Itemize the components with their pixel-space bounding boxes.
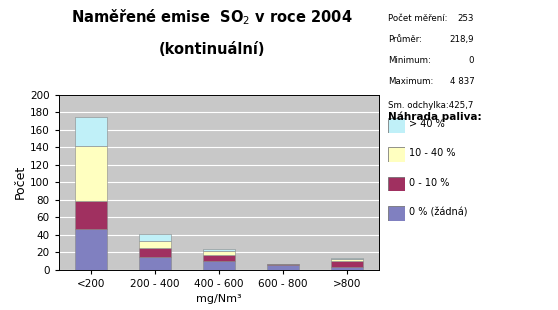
Bar: [203, 251, 235, 255]
Text: Počet měření:: Počet měření:: [388, 14, 448, 23]
Text: (kontinuální): (kontinuální): [159, 42, 265, 57]
Text: > 40 %: > 40 %: [409, 119, 445, 129]
Y-axis label: Počet: Počet: [14, 165, 27, 199]
Bar: [331, 258, 363, 259]
Text: Náhrada paliva:: Náhrada paliva:: [388, 112, 482, 122]
Text: Minimum:: Minimum:: [388, 56, 431, 65]
Bar: [75, 146, 107, 202]
Bar: [203, 261, 235, 270]
Text: 253: 253: [458, 14, 474, 23]
Bar: [203, 255, 235, 261]
Text: 10 - 40 %: 10 - 40 %: [409, 148, 455, 158]
Text: Průměr:: Průměr:: [388, 35, 422, 44]
Bar: [139, 257, 171, 270]
Text: 0 % (žádná): 0 % (žádná): [409, 207, 468, 217]
Bar: [75, 202, 107, 228]
Bar: [267, 264, 299, 265]
Text: Sm. odchylka:425,7: Sm. odchylka:425,7: [388, 101, 473, 110]
Bar: [75, 228, 107, 270]
Bar: [139, 248, 171, 257]
Text: 0 - 10 %: 0 - 10 %: [409, 178, 449, 188]
Bar: [139, 234, 171, 241]
Bar: [331, 259, 363, 261]
Bar: [267, 265, 299, 270]
Text: Naměřené emise  SO$_2$ v roce 2004: Naměřené emise SO$_2$ v roce 2004: [71, 8, 353, 28]
X-axis label: mg/Nm³: mg/Nm³: [196, 294, 242, 304]
Text: 0: 0: [469, 56, 474, 65]
Bar: [331, 267, 363, 270]
Bar: [139, 241, 171, 248]
Bar: [75, 117, 107, 146]
Text: Maximum:: Maximum:: [388, 77, 433, 86]
Bar: [203, 249, 235, 251]
Text: 218,9: 218,9: [450, 35, 474, 44]
Bar: [331, 261, 363, 267]
Text: 4 837: 4 837: [450, 77, 474, 86]
